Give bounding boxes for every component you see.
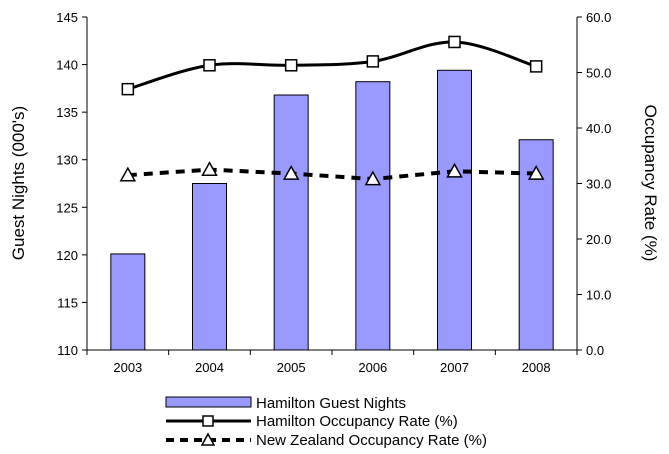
legend-label-guest-nights: Hamilton Guest Nights: [256, 395, 406, 412]
legend-item-nz-occupancy: New Zealand Occupancy Rate (%): [166, 432, 487, 449]
nz-occupancy-marker: [119, 166, 137, 182]
bar: [355, 81, 391, 351]
nz-occupancy-marker: [446, 162, 463, 178]
legend-label-nz-occupancy: New Zealand Occupancy Rate (%): [256, 432, 487, 449]
x-tick-label: 2004: [195, 360, 224, 375]
bar: [192, 183, 227, 351]
hamilton-occupancy-marker: [448, 35, 461, 49]
nz-occupancy-line: [127, 167, 537, 182]
left-tick-label: 125: [56, 200, 78, 215]
guest-nights-bars: [110, 69, 554, 351]
x-tick-label: 2005: [277, 360, 306, 375]
left-tick-label: 140: [56, 58, 78, 73]
hamilton-occupancy-line: [127, 40, 537, 91]
left-tick-label: 115: [57, 295, 78, 310]
left-tick-label: 120: [56, 248, 78, 263]
right-tick-label: 50.0: [586, 66, 611, 81]
y-axis-title: Guest Nights (000's): [9, 106, 28, 260]
right-tick-label: 0.0: [586, 343, 604, 358]
left-axis-ticks: 145 140 135 130 125 120 115 110: [56, 10, 87, 358]
occupancy-lines: [119, 35, 545, 186]
nz-occupancy-marker: [527, 164, 545, 180]
legend-label-hamilton-occupancy: Hamilton Occupancy Rate (%): [256, 413, 458, 430]
right-tick-label: 60.0: [586, 10, 611, 25]
x-tick-label: 2006: [358, 360, 387, 375]
hamilton-occupancy-marker: [366, 55, 380, 68]
legend-item-hamilton-occupancy: Hamilton Occupancy Rate (%): [166, 413, 458, 430]
bar: [110, 253, 146, 351]
hamilton-occupancy-marker: [203, 59, 216, 72]
legend-square-marker: [202, 415, 214, 427]
right-tick-label: 30.0: [586, 177, 611, 192]
left-tick-label: 130: [56, 153, 78, 168]
bar: [273, 94, 309, 351]
left-tick-label: 135: [56, 105, 78, 120]
bar: [437, 69, 472, 351]
left-tick-label: 110: [57, 343, 78, 358]
hamilton-occupancy-marker: [121, 82, 135, 96]
hamilton-occupancy-marker: [284, 59, 298, 72]
right-tick-label: 40.0: [586, 121, 611, 136]
x-tick-label: 2003: [113, 360, 142, 375]
legend-triangle-marker: [200, 432, 216, 446]
x-tick-label: 2008: [522, 360, 551, 375]
y2-axis-title: Occupancy Rate (%): [641, 105, 660, 262]
x-axis-ticks: 2003 2004 2005 2006 2007 2008: [86, 350, 578, 375]
right-tick-label: 20.0: [586, 232, 611, 247]
legend: Hamilton Guest Nights Hamilton Occupancy…: [165, 395, 487, 449]
right-axis-ticks: 60.0 50.0 40.0 30.0 20.0 10.0 0.0: [577, 10, 611, 358]
left-tick-label: 145: [56, 10, 78, 25]
legend-bar-swatch: [165, 396, 252, 408]
legend-item-guest-nights: Hamilton Guest Nights: [165, 395, 406, 412]
right-tick-label: 10.0: [586, 288, 611, 303]
nz-occupancy-marker: [364, 170, 382, 186]
x-tick-label: 2007: [440, 360, 469, 375]
hamilton-occupancy-marker: [529, 60, 543, 73]
nz-occupancy-marker: [201, 161, 218, 176]
nz-occupancy-marker: [282, 164, 300, 180]
